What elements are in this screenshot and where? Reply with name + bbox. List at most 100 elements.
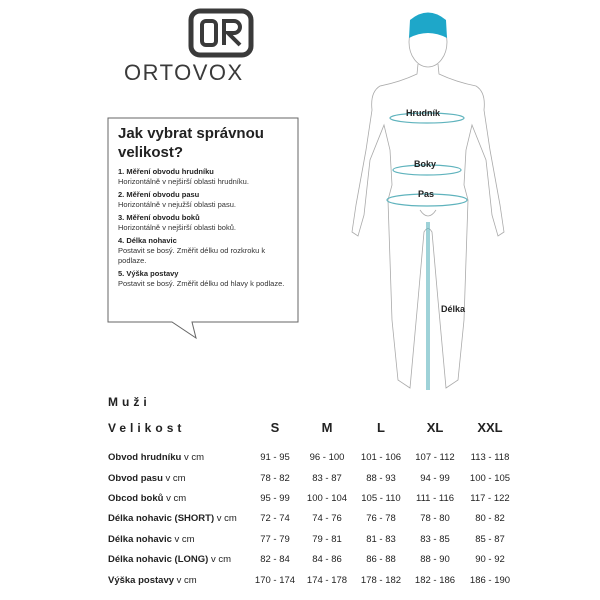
step-heading: 1. Měření obvodu hrudníku — [118, 167, 214, 176]
row-label-text: Délka nohavic (LONG) — [108, 554, 209, 565]
table-cell: 77 - 79 — [260, 534, 290, 545]
table-cell: 105 - 110 — [361, 493, 401, 504]
body-figure — [351, 12, 505, 390]
table-cell: 83 - 85 — [420, 534, 450, 545]
table-cell: 79 - 81 — [312, 534, 342, 545]
row-label-text: Obvod pasu — [108, 473, 163, 484]
table-cell: 113 - 118 — [470, 452, 510, 463]
table-cell: 85 - 87 — [475, 534, 505, 545]
size-header-xxl: XXL — [477, 420, 503, 435]
table-cell: 88 - 93 — [366, 473, 396, 484]
row-label-text: Délka nohavic — [108, 534, 172, 545]
row-unit: v cm — [174, 534, 195, 545]
row-unit: v cm — [166, 493, 187, 504]
table-cell: 100 - 105 — [469, 473, 511, 484]
table-cell: 72 - 74 — [260, 513, 290, 524]
section-title: Muži — [108, 395, 151, 409]
row-label-text: Obvod hrudníku — [108, 452, 182, 463]
table-cell: 111 - 116 — [415, 493, 455, 504]
row-label-text: Obcod boků — [108, 493, 164, 504]
table-cell: 81 - 83 — [366, 534, 396, 545]
table-row: Obcod boků v cm 95 - 99 100 - 104 105 - 110… — [108, 493, 528, 507]
row-unit: v cm — [210, 554, 232, 565]
table-row: Délka nohavic (LONG) v cm 82 - 84 84 - 86 8… — [108, 554, 528, 568]
guide-step: 2. Měření obvodu pasu Horizontálně v neju… — [118, 190, 294, 210]
length-label: Délka — [441, 304, 466, 314]
table-row: Obvod hrudníku v cm 91 - 95 96 - 100 101 - … — [108, 452, 528, 466]
row-label: Obvod pasu v cm — [108, 473, 528, 484]
cap-icon — [409, 12, 447, 38]
step-text: Horizontálně v nejširší oblasti hrudníku… — [118, 177, 249, 186]
size-header-label: Velikost — [108, 421, 186, 435]
row-label: Délka nohavic v cm — [108, 534, 528, 545]
size-header-xl: XL — [426, 420, 444, 435]
table-cell: 182 - 186 — [414, 575, 456, 586]
table-cell: 84 - 86 — [312, 554, 342, 565]
row-label: Obcod boků v cm — [108, 493, 528, 504]
table-cell: 94 - 99 — [420, 473, 450, 484]
hips-label: Boky — [414, 159, 437, 169]
waist-measure-line — [386, 193, 468, 207]
table-cell: 107 - 112 — [415, 452, 455, 463]
guide-title: Jak vybrat správnou velikost? — [118, 125, 264, 161]
step-heading: 5. Výška postavy — [118, 269, 179, 278]
step-heading: 3. Měření obvodu boků — [118, 213, 200, 222]
table-cell: 74 - 76 — [312, 513, 342, 524]
table-cell: 91 - 95 — [260, 452, 290, 463]
size-header-l: L — [377, 420, 385, 435]
row-unit: v cm — [176, 575, 197, 586]
table-cell: 76 - 78 — [366, 513, 396, 524]
brand-name: ORTOVOX — [124, 60, 244, 85]
table-row: Výška postavy v cm 170 - 174 174 - 178 178 … — [108, 575, 528, 589]
row-label: Délka nohavic (LONG) v cm — [108, 554, 528, 565]
row-unit: v cm — [165, 473, 186, 484]
row-label: Délka nohavic (SHORT) v cm — [108, 513, 528, 524]
table-cell: 100 - 104 — [306, 493, 348, 504]
table-cell: 96 - 100 — [309, 452, 345, 463]
table-row: Délka nohavic v cm 77 - 79 79 - 81 81 - 83 8… — [108, 534, 528, 548]
row-label: Obvod hrudníku v cm — [108, 452, 528, 463]
step-text: Postavit se bosý. Změřit délku od rozkro… — [118, 246, 266, 265]
table-cell: 90 - 92 — [475, 554, 505, 565]
table-cell: 101 - 106 — [360, 452, 402, 463]
speech-bubble — [107, 117, 299, 340]
step-heading: 4. Délka nohavic — [118, 236, 177, 245]
row-label: Výška postavy v cm — [108, 575, 528, 586]
chest-measure-line — [389, 112, 465, 124]
guide-step: 1. Měření obvodu hrudníku Horizontálně v … — [118, 167, 294, 187]
table-cell: 174 - 178 — [306, 575, 348, 586]
table-cell: 170 - 174 — [254, 575, 296, 586]
step-text: Horizontálně v nejužší oblasti pasu. — [118, 200, 236, 209]
table-cell: 78 - 82 — [260, 473, 290, 484]
table-cell: 80 - 82 — [475, 513, 505, 524]
step-text: Horizontálně v nejširší oblasti boků. — [118, 223, 236, 232]
table-cell: 117 - 122 — [470, 493, 510, 504]
ortovox-logo-icon — [188, 8, 254, 58]
size-header-m: M — [321, 420, 333, 435]
step-heading: 2. Měření obvodu pasu — [118, 190, 200, 199]
guide-step: 5. Výška postavy Postavit se bosý. Změřit… — [118, 269, 294, 289]
table-cell: 83 - 87 — [312, 473, 342, 484]
row-label-text: Délka nohavic (SHORT) — [108, 513, 215, 524]
waist-label: Pas — [418, 189, 435, 199]
table-cell: 88 - 90 — [420, 554, 450, 565]
table-cell: 95 - 99 — [260, 493, 290, 504]
row-label-text: Výška postavy — [108, 575, 175, 586]
chest-label: Hrudník — [406, 108, 441, 118]
row-unit: v cm — [216, 513, 237, 524]
table-cell: 186 - 190 — [469, 575, 511, 586]
table-cell: 178 - 182 — [360, 575, 402, 586]
table-cell: 86 - 88 — [366, 554, 396, 565]
hips-measure-line — [392, 164, 462, 176]
size-header-s: S — [270, 420, 280, 435]
table-row: Obvod pasu v cm 78 - 82 83 - 87 88 - 93 94 -… — [108, 473, 528, 487]
guide-step: 4. Délka nohavic Postavit se bosý. Změřit… — [118, 236, 294, 266]
table-row: Délka nohavic (SHORT) v cm 72 - 74 74 - 76… — [108, 513, 528, 527]
row-unit: v cm — [184, 452, 205, 463]
step-text: Postavit se bosý. Změřit délku od hlavy … — [118, 279, 285, 288]
table-cell: 78 - 80 — [420, 513, 450, 524]
guide-step: 3. Měření obvodu boků Horizontálně v nejš… — [118, 213, 294, 233]
table-cell: 82 - 84 — [260, 554, 290, 565]
size-guide: Jak vybrat správnou velikost? 1. Měření … — [118, 124, 294, 292]
